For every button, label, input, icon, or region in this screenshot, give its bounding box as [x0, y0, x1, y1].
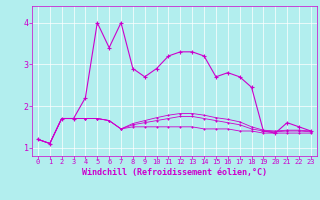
X-axis label: Windchill (Refroidissement éolien,°C): Windchill (Refroidissement éolien,°C) [82, 168, 267, 177]
